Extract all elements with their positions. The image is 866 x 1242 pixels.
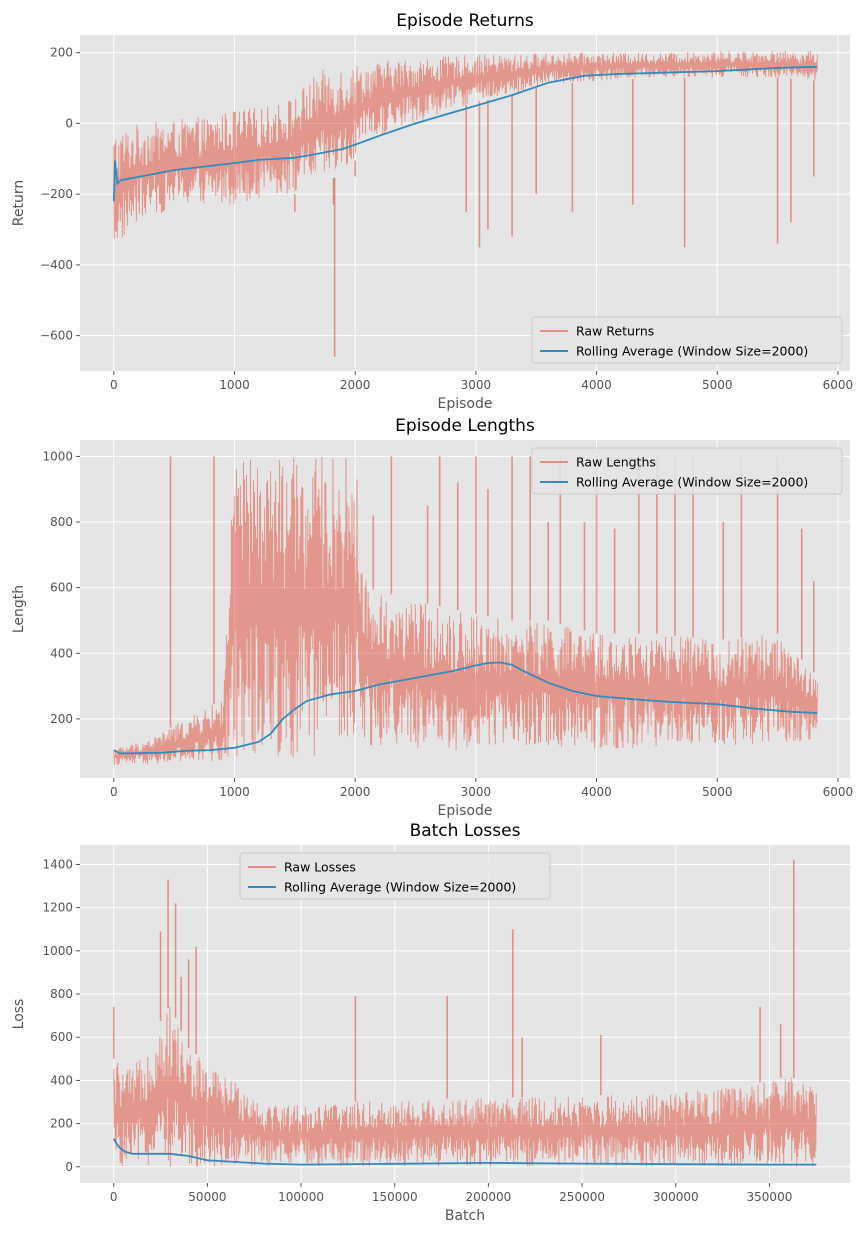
legend-box bbox=[531, 447, 843, 495]
y-tick-label: 1000 bbox=[42, 944, 73, 958]
y-axis-label: Length bbox=[11, 585, 27, 633]
rolling-average-line bbox=[112, 65, 818, 202]
x-axis-label: Batch bbox=[445, 1208, 485, 1224]
raw-series-trace bbox=[113, 1006, 817, 1167]
rolling-average-line bbox=[112, 1138, 817, 1166]
y-tick-label: 0 bbox=[65, 1160, 73, 1174]
y-tick-label: −600 bbox=[40, 329, 73, 343]
y-tick-label: 800 bbox=[50, 987, 73, 1001]
legend-label: Rolling Average (Window Size=2000) bbox=[576, 344, 808, 359]
raw-series-trace bbox=[113, 50, 818, 240]
x-tick-label: 100000 bbox=[278, 1190, 324, 1204]
y-tick-label: −200 bbox=[40, 187, 73, 201]
y-tick-label: 1200 bbox=[42, 901, 73, 915]
x-axis-label: Episode bbox=[438, 803, 493, 819]
chart-title: Batch Losses bbox=[410, 821, 521, 841]
y-tick-label: 600 bbox=[50, 581, 73, 595]
legend-box bbox=[531, 316, 843, 364]
y-tick-label: 600 bbox=[50, 1030, 73, 1044]
legend-label: Raw Losses bbox=[284, 860, 356, 875]
x-tick-label: 4000 bbox=[581, 785, 612, 799]
legend-label: Rolling Average (Window Size=2000) bbox=[576, 475, 808, 490]
x-tick-label: 2000 bbox=[340, 785, 371, 799]
legend-label: Raw Lengths bbox=[576, 455, 656, 470]
legend-label: Rolling Average (Window Size=2000) bbox=[284, 880, 516, 895]
legend-box bbox=[239, 852, 551, 900]
x-tick-label: 2000 bbox=[340, 378, 371, 392]
y-tick-label: 400 bbox=[50, 1073, 73, 1087]
x-tick-label: 150000 bbox=[372, 1190, 418, 1204]
y-tick-label: 800 bbox=[50, 515, 73, 529]
legend: Raw Returns Rolling Average (Window Size=… bbox=[531, 316, 843, 364]
y-tick-label: 1000 bbox=[42, 449, 73, 463]
chart-panel-3: 0 50000 100000 150000 200000 250000 300000 3500… bbox=[11, 821, 850, 1224]
y-tick-label: 400 bbox=[50, 646, 73, 660]
x-tick-label: 3000 bbox=[461, 785, 492, 799]
x-tick-label: 200000 bbox=[466, 1190, 512, 1204]
y-tick-label: 0 bbox=[65, 116, 73, 130]
legend: Raw Lengths Rolling Average (Window Size=… bbox=[531, 447, 843, 495]
x-tick-label: 0 bbox=[110, 785, 118, 799]
legend: Raw Losses Rolling Average (Window Size=2… bbox=[239, 852, 551, 900]
x-tick-label: 50000 bbox=[188, 1190, 226, 1204]
y-tick-label: 200 bbox=[50, 46, 73, 60]
rolling-average-line bbox=[113, 661, 818, 755]
x-tick-label: 3000 bbox=[461, 378, 492, 392]
y-axis-label: Return bbox=[11, 180, 27, 226]
x-tick-label: 6000 bbox=[823, 378, 854, 392]
chart-title: Episode Returns bbox=[396, 11, 534, 31]
x-axis-label: Episode bbox=[438, 396, 493, 412]
plot-marks bbox=[112, 860, 817, 1167]
x-tick-label: 250000 bbox=[559, 1190, 605, 1204]
x-tick-label: 1000 bbox=[219, 785, 250, 799]
chart-panel-2: 0 1000 2000 3000 4000 5000 6000 200 400 600 800 100… bbox=[11, 416, 853, 819]
y-tick-label: 200 bbox=[50, 712, 73, 726]
raw-series-trace bbox=[113, 457, 818, 765]
x-tick-label: 1000 bbox=[219, 378, 250, 392]
y-tick-label: 1400 bbox=[42, 857, 73, 871]
y-tick-label: −400 bbox=[40, 258, 73, 272]
legend-label: Raw Returns bbox=[576, 324, 654, 339]
y-tick-label: 200 bbox=[50, 1117, 73, 1131]
chart-panel-1: 0 1000 2000 3000 4000 5000 6000 −600 −400 −200 0 20… bbox=[11, 11, 853, 412]
x-tick-label: 300000 bbox=[653, 1190, 699, 1204]
x-tick-label: 350000 bbox=[747, 1190, 793, 1204]
y-axis-label: Loss bbox=[11, 999, 27, 1030]
x-tick-label: 5000 bbox=[702, 785, 733, 799]
x-tick-label: 4000 bbox=[581, 378, 612, 392]
x-tick-label: 5000 bbox=[702, 378, 733, 392]
x-tick-label: 6000 bbox=[823, 785, 854, 799]
x-tick-label: 0 bbox=[110, 378, 118, 392]
x-tick-label: 0 bbox=[110, 1190, 118, 1204]
plot-marks bbox=[112, 50, 818, 357]
chart-title: Episode Lengths bbox=[395, 416, 535, 436]
